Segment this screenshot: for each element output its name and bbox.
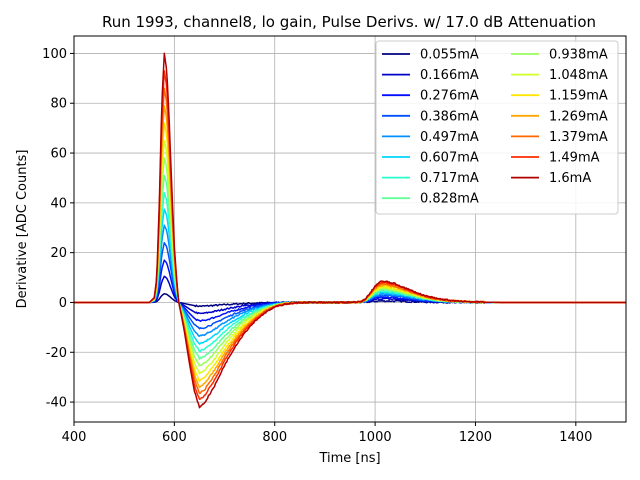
x-tick-label: 800 <box>262 430 287 445</box>
y-tick-label: 60 <box>50 147 67 162</box>
legend-label: 1.49mA <box>549 151 600 166</box>
x-tick-label: 1400 <box>559 430 592 445</box>
y-axis-label: Derivative [ADC Counts] <box>15 150 30 309</box>
x-axis-label: Time [ns] <box>318 451 380 466</box>
legend-label: 0.055mA <box>420 48 479 63</box>
y-tick-label: -20 <box>46 346 67 361</box>
legend-label: 1.379mA <box>549 130 608 145</box>
legend-box <box>375 40 619 215</box>
legend-label: 0.938mA <box>549 48 608 63</box>
legend-label: 1.6mA <box>549 171 591 186</box>
y-tick-label: 80 <box>50 97 67 112</box>
x-tick-label: 400 <box>62 430 87 445</box>
legend-label: 1.159mA <box>549 89 608 104</box>
legend-label: 0.276mA <box>420 89 479 104</box>
legend: 0.055mA 0.166mA 0.276mA 0.386mA 0.497mA 0.607… <box>375 40 619 215</box>
series-lines <box>74 52 626 409</box>
legend-label: 0.717mA <box>420 171 479 186</box>
axis-ticks: 400 600 800 1000 1200 1400 -40 -20 0 20 40 60 80 100 <box>42 47 592 445</box>
y-tick-label: 100 <box>42 47 67 62</box>
series-line-14 <box>74 52 626 409</box>
plot-frame <box>73 35 627 423</box>
chart-title: Run 1993, channel8, lo gain, Pulse Deriv… <box>102 13 596 31</box>
y-tick-label: 0 <box>59 296 67 311</box>
legend-label: 0.828mA <box>420 192 479 207</box>
x-tick-label: 600 <box>162 430 187 445</box>
y-tick-label: -40 <box>46 396 67 411</box>
x-tick-label: 1200 <box>459 430 492 445</box>
legend-label: 0.607mA <box>420 151 479 166</box>
y-tick-label: 40 <box>50 196 67 211</box>
legend-label: 0.386mA <box>420 109 479 124</box>
x-tick-label: 1000 <box>359 430 392 445</box>
legend-label: 0.497mA <box>420 130 479 145</box>
legend-label: 1.269mA <box>549 109 608 124</box>
legend-label: 1.048mA <box>549 68 608 83</box>
legend-label: 0.166mA <box>420 68 479 83</box>
y-tick-label: 20 <box>50 246 67 261</box>
